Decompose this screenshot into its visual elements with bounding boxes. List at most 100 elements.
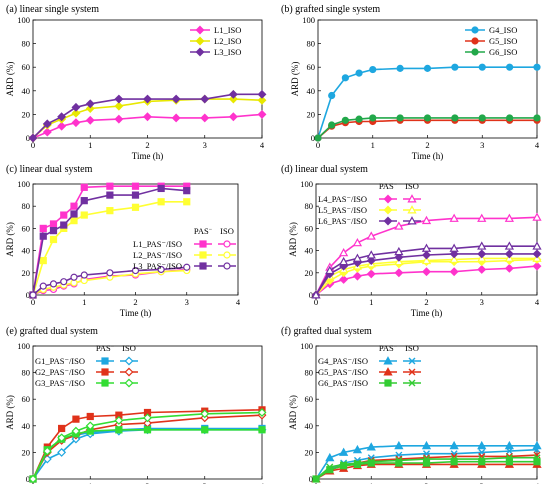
data-point (39, 232, 47, 240)
y-tick-label: 20 (305, 268, 314, 278)
x-tick-label: 4 (260, 140, 265, 150)
data-point (355, 69, 363, 77)
data-point (353, 460, 362, 468)
data-point (422, 459, 431, 467)
y-tick-label: 100 (17, 15, 30, 25)
x-tick-label: 3 (480, 297, 484, 307)
series-3 (28, 89, 267, 143)
x-tick-label: 4 (535, 140, 540, 150)
series-1 (28, 109, 267, 143)
chart-title: (d) linear dual system (281, 164, 368, 175)
legend-header-pas: PAS− (379, 181, 398, 191)
data-point (451, 114, 459, 122)
data-point (106, 207, 114, 215)
data-point (339, 275, 349, 284)
data-point (80, 197, 88, 205)
legend-row-label: G5_PAS⁻/ISO (318, 367, 368, 377)
x-tick-label: 3 (480, 481, 484, 484)
data-point (423, 64, 432, 72)
x-axis-label: Time (h) (120, 308, 151, 318)
series-line (32, 185, 187, 296)
x-tick-label: 1 (369, 297, 373, 307)
y-tick-label: 60 (307, 62, 316, 72)
y-tick-label: 40 (305, 421, 314, 431)
data-point (532, 241, 542, 250)
data-point (478, 114, 486, 122)
legend-marker (223, 240, 231, 248)
data-point (423, 455, 430, 463)
legend-row-label: G2_PAS⁻/ISO (35, 367, 85, 377)
data-point (394, 246, 404, 256)
legend-marker (199, 240, 207, 248)
y-axis-label: ARD (%) (290, 62, 300, 97)
data-point (171, 94, 181, 104)
data-point (57, 433, 67, 443)
data-point (106, 182, 114, 190)
data-point (200, 113, 210, 123)
x-tick-label: 2 (145, 140, 149, 150)
series-6 (28, 408, 267, 484)
data-point (157, 184, 165, 193)
data-point (28, 474, 38, 484)
chart-panel-2: (b) grafted single system 0 20 40 60 80 100 0 1 2… (281, 4, 541, 161)
x-tick-label: 2 (133, 297, 137, 307)
series-6 (29, 263, 191, 299)
data-point (42, 127, 52, 137)
data-point (326, 463, 334, 471)
data-point (451, 63, 459, 71)
data-point (72, 415, 80, 423)
y-tick-label: 40 (22, 86, 31, 96)
data-point (228, 112, 238, 122)
data-point (143, 112, 152, 122)
y-tick-label: 0 (26, 133, 30, 143)
legend-marker (408, 379, 416, 387)
legend-row-label: G6_PAS⁻/ISO (318, 378, 368, 388)
data-point (421, 215, 432, 225)
data-point (394, 252, 404, 262)
data-point (60, 221, 68, 229)
y-axis-label: ARD (%) (288, 222, 298, 257)
data-point (200, 409, 210, 419)
x-tick-label: 4 (236, 297, 241, 307)
chart-panel-6: (f) grafted dual system02040608010001234… (281, 326, 542, 484)
legend-header-iso: ISO (405, 181, 419, 191)
series-1 (314, 63, 541, 142)
y-tick-label: 20 (22, 268, 31, 278)
data-point (477, 440, 487, 450)
legend-label: G4_ISO (489, 25, 517, 35)
data-point (42, 446, 52, 456)
x-axis-label: Time (h) (412, 151, 443, 161)
chart-title: (b) grafted single system (281, 4, 380, 15)
data-point (201, 426, 209, 434)
data-point (450, 455, 458, 463)
data-point (423, 114, 432, 122)
y-tick-label: 20 (305, 447, 314, 457)
data-point (369, 65, 377, 74)
data-point (314, 134, 322, 142)
series-line (32, 200, 187, 296)
y-tick-label: 80 (305, 201, 314, 211)
legend-row-label: L6_PAS⁻/ISO (318, 216, 367, 226)
data-point (449, 249, 459, 259)
data-point (228, 89, 238, 99)
data-point (114, 416, 124, 425)
data-point (114, 114, 124, 124)
data-point (449, 243, 459, 252)
data-point (341, 116, 349, 124)
legend-row-label: L4_PAS⁻/ISO (318, 194, 367, 204)
legend-marker (124, 378, 134, 388)
data-point (49, 220, 58, 228)
data-point (366, 250, 376, 259)
series-line (32, 187, 187, 296)
series-line (32, 269, 187, 296)
y-tick-label: 60 (22, 223, 31, 233)
data-point (394, 221, 404, 230)
data-point (58, 424, 66, 433)
data-point (339, 447, 349, 456)
legend-marker (384, 379, 392, 387)
x-tick-label: 0 (31, 297, 35, 307)
legend-row-label: G3_PAS⁻/ISO (35, 378, 85, 388)
x-tick-label: 4 (260, 481, 265, 484)
x-axis-label: Time (h) (411, 308, 442, 318)
data-point (71, 118, 81, 128)
